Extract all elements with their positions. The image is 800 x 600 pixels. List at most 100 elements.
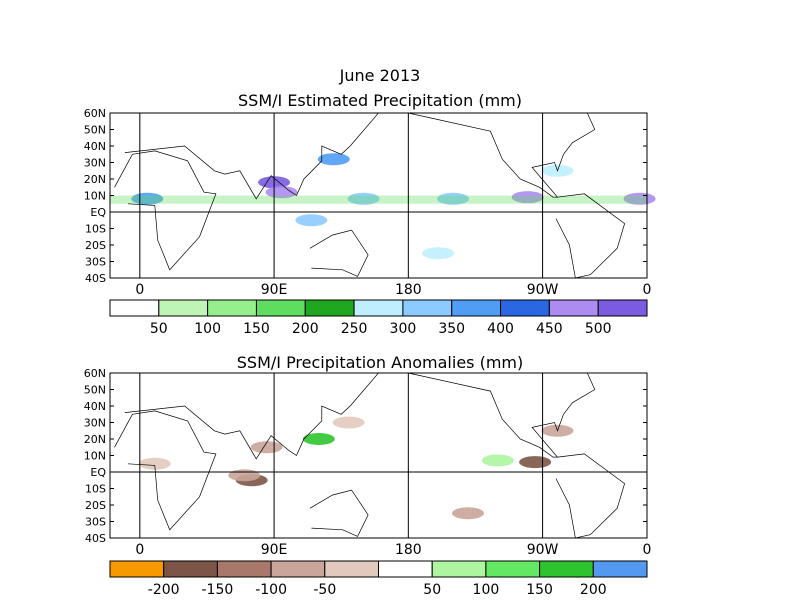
lat-tick-label: 40N [84, 140, 106, 153]
lat-tick-label: 20S [85, 239, 106, 252]
colorbar-label: 450 [536, 321, 563, 337]
colorbar-label: -100 [255, 582, 287, 598]
lat-tick-label: 40S [85, 532, 106, 545]
coastline [555, 193, 626, 279]
colorbar-swatch [431, 560, 487, 578]
lon-tick-label: 90W [527, 282, 559, 298]
precip-region [302, 433, 335, 445]
colorbar-label: -150 [202, 582, 234, 598]
colorbar-label: 150 [526, 582, 553, 598]
precip-region [422, 247, 455, 260]
lat-tick-label: 20N [84, 173, 106, 186]
lon-tick-label: 0 [135, 542, 144, 558]
panel2-title: SSM/I Precipitation Anomalies (mm) [236, 353, 524, 372]
colorbar-swatch [207, 299, 257, 317]
colorbar-swatch [402, 299, 453, 317]
lat-tick-label: 20N [84, 433, 106, 446]
lat-tick-label: 30N [84, 417, 106, 430]
coastline [124, 372, 380, 460]
colorbar-swatch [109, 560, 165, 578]
colorbar-swatch [163, 560, 218, 578]
colorbar-label: 100 [194, 321, 221, 337]
colorbar-swatch [378, 560, 433, 578]
lat-tick-label: 40N [84, 400, 106, 413]
map-background [110, 373, 647, 538]
colorbar-swatch [548, 299, 599, 317]
colorbar-label: 350 [438, 321, 465, 337]
lat-tick-label: 30N [84, 157, 106, 170]
colorbar-swatch [539, 560, 594, 578]
lon-tick-label: 0 [643, 282, 652, 298]
colorbar-label: 250 [341, 321, 368, 337]
lat-tick-label: 50N [84, 124, 106, 137]
colorbar-label: 50 [423, 582, 441, 598]
lat-tick-label: 30S [85, 256, 106, 269]
lat-tick-label: 60N [84, 367, 106, 380]
coastline [114, 150, 217, 271]
coastline [408, 112, 596, 198]
precip-region [452, 507, 484, 520]
precip-region [265, 186, 298, 199]
colorbar-swatch [270, 560, 326, 578]
precip-region [332, 416, 365, 429]
colorbar-label: 400 [487, 321, 514, 337]
coastline [309, 229, 369, 277]
precip-region [250, 441, 283, 454]
lon-tick-label: 0 [643, 542, 652, 558]
colorbar-swatch [353, 299, 404, 317]
colorbar-swatch [451, 299, 502, 317]
lon-tick-label: 0 [135, 282, 144, 298]
colorbar-label: 200 [292, 321, 319, 337]
precip-region [131, 192, 164, 205]
lon-tick-label: 90W [527, 542, 559, 558]
precip-region [437, 192, 470, 205]
coastline [124, 112, 380, 200]
colorbar-swatch [304, 299, 355, 317]
colorbar-swatch [485, 560, 541, 578]
precip-region [623, 192, 656, 205]
lat-tick-label: 20S [85, 499, 106, 512]
lon-tick-label: 90E [261, 282, 288, 298]
lon-tick-label: 180 [395, 282, 422, 298]
map-background [110, 113, 647, 278]
precip-region [228, 469, 261, 482]
colorbar-label: 500 [585, 321, 612, 337]
precip-region [481, 454, 514, 467]
precip-region [317, 153, 350, 166]
lat-tick-label: 30S [85, 516, 106, 529]
lat-tick-label: 10N [84, 450, 106, 463]
colorbar-swatch [255, 299, 306, 317]
panel1-title: SSM/I Estimated Precipitation (mm) [238, 91, 522, 110]
colorbar-label: 50 [150, 321, 168, 337]
precip-region [511, 191, 544, 204]
lat-tick-label: 10S [85, 223, 106, 236]
colorbar-swatch [500, 299, 550, 317]
lat-tick-label: 50N [84, 384, 106, 397]
chart-date-title: June 2013 [339, 66, 421, 85]
lat-tick-label: 10S [85, 483, 106, 496]
map-panel-1: 60N 50N 40N 30N 20N 10N EQ 10S 20S 30S 40S 0 90E 180 9… [84, 107, 656, 337]
lat-tick-label: 60N [84, 107, 106, 120]
coastline [114, 410, 217, 531]
coastline [555, 453, 626, 539]
colorbar-swatch [109, 299, 160, 317]
lon-tick-label: 180 [395, 542, 422, 558]
precip-region [519, 456, 552, 469]
lat-tick-label: 10N [84, 190, 106, 203]
colorbar-label: 300 [390, 321, 417, 337]
lat-tick-label: 40S [85, 272, 106, 285]
colorbar-label: -50 [313, 582, 336, 598]
lon-tick-label: 90E [261, 542, 288, 558]
colorbar-swatch [324, 560, 379, 578]
coastline [408, 372, 596, 458]
map-panel-2: 60N 50N 40N 30N 20N 10N EQ 10S 20S 30S 40S 0 90E 180 9… [84, 367, 652, 598]
lat-tick-label: EQ [90, 466, 106, 479]
precip-region [138, 457, 171, 470]
colorbar-swatch [592, 560, 648, 578]
coastline [309, 489, 369, 537]
colorbar-swatch [216, 560, 272, 578]
colorbar-swatch [158, 299, 209, 317]
precip-region [295, 214, 328, 227]
lat-tick-label: EQ [90, 206, 106, 219]
